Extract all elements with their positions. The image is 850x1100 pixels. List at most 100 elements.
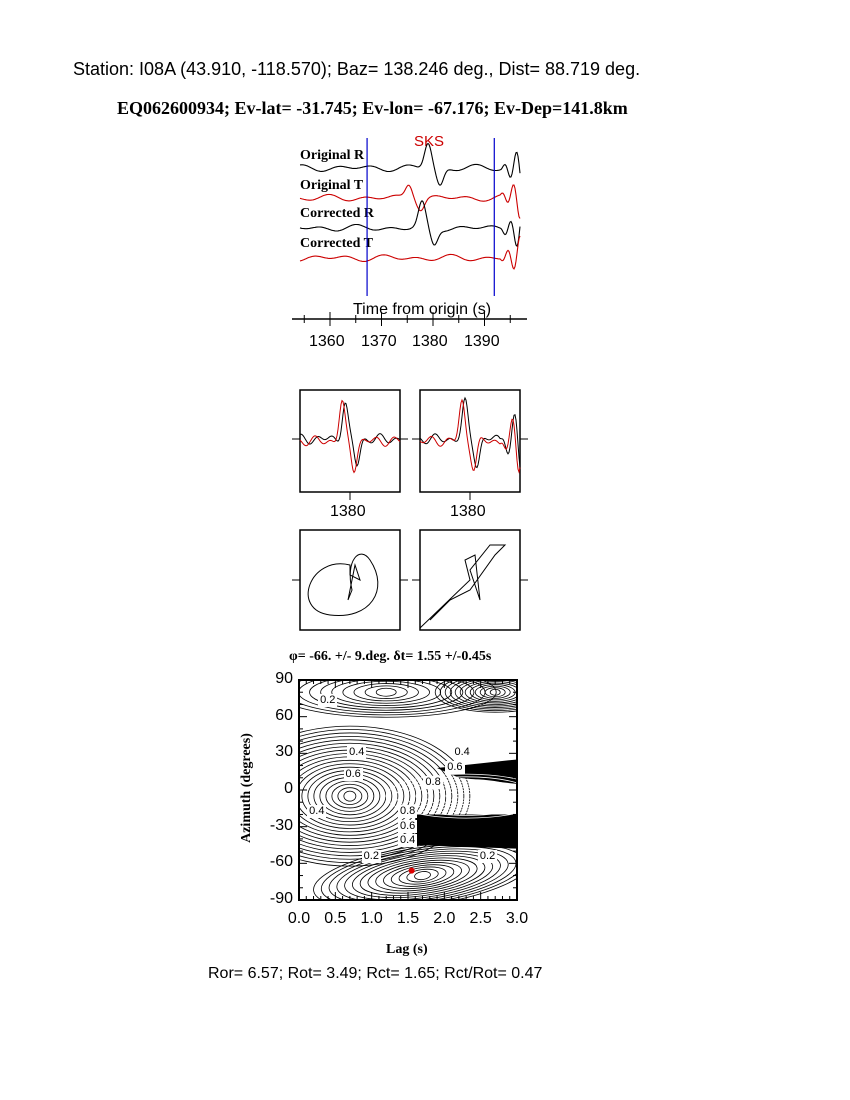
contour-line	[406, 868, 439, 883]
waveform-original-t	[299, 184, 521, 219]
contour-label: 0.8	[423, 775, 443, 789]
contour-line	[320, 680, 453, 709]
contour-line	[344, 850, 501, 900]
contour-line	[414, 871, 431, 881]
contour-label: 0.2	[318, 693, 338, 707]
overlay-trace-black-corrected	[419, 396, 521, 469]
ratio-line: Ror= 6.57; Rot= 3.49; Rct= 1.65; Rct/Rot…	[208, 965, 543, 982]
waveform-corrected-r	[299, 200, 521, 248]
time-tick-1390: 1390	[464, 333, 500, 350]
contour-line	[454, 680, 517, 707]
contour-line	[375, 687, 397, 697]
contour-line	[343, 790, 357, 802]
series-label-corrected-r: Corrected R	[300, 206, 374, 221]
contour-line	[328, 846, 517, 900]
contour-line	[395, 776, 517, 816]
y-tick: 90	[275, 670, 293, 687]
overlay-tick-1380-a: 1380	[330, 503, 366, 520]
contour-line	[489, 688, 501, 696]
contour-label: 0.4	[452, 746, 472, 760]
contour-line	[390, 864, 455, 887]
y-tick: 60	[275, 707, 293, 724]
y-tick: -30	[269, 817, 293, 834]
x-axis-label: Lag (s)	[386, 942, 428, 957]
contour-line	[405, 779, 517, 814]
result-title: φ= -66. +/- 9.deg. δt= 1.55 +/-0.45s	[289, 649, 492, 664]
contour-line	[299, 680, 475, 713]
contour-line	[319, 777, 381, 816]
contour-line	[325, 780, 375, 812]
y-tick: 30	[275, 743, 293, 760]
contour-line	[299, 729, 465, 864]
contour-line	[342, 680, 430, 704]
contour-label: 0.6	[445, 761, 465, 774]
contour-line	[455, 792, 477, 800]
contour-line	[299, 763, 405, 829]
time-tick-1370: 1370	[361, 333, 397, 350]
overlay-tick-1380-b: 1380	[450, 503, 486, 520]
contour-line	[434, 680, 517, 713]
contour-line	[425, 784, 507, 808]
contour-label: 0.8	[398, 805, 418, 818]
contour-frame	[298, 679, 518, 901]
contour-line	[351, 853, 494, 899]
contour-line	[331, 783, 369, 809]
contour-line	[331, 680, 442, 706]
contour-line	[299, 725, 471, 867]
contour-line	[359, 855, 486, 896]
contour-line	[435, 787, 497, 805]
contour-label: 0.4	[347, 746, 367, 760]
y-tick: -90	[269, 890, 293, 907]
x-tick: 2.0	[433, 910, 456, 927]
x-tick: 0.5	[324, 910, 347, 927]
contour-label: 0.4	[398, 834, 418, 848]
particle-motion-original	[307, 553, 379, 617]
x-tick: 0.0	[287, 910, 311, 927]
contour-line	[299, 735, 453, 857]
contour-line	[398, 866, 447, 885]
contour-line	[449, 680, 517, 708]
y-tick: -60	[269, 853, 293, 870]
contour-line	[299, 680, 497, 718]
overlay-box-original	[299, 389, 401, 493]
x-tick: 3.0	[505, 910, 529, 927]
series-label-corrected-t: Corrected T	[300, 236, 373, 251]
contour-line	[459, 680, 517, 705]
waveform-original-r	[299, 142, 521, 186]
y-tick: 0	[284, 780, 293, 797]
overlay-trace-red-original	[299, 399, 401, 474]
particle-motion-corrected	[419, 544, 507, 629]
contour-line	[313, 841, 517, 900]
contour-line	[484, 687, 506, 698]
station-line: Station: I08A (43.910, -118.570); Baz= 1…	[73, 59, 641, 79]
contour-label: 0.2	[477, 850, 498, 864]
contour-line	[309, 680, 464, 711]
contour-group	[299, 680, 517, 900]
contour-line	[367, 857, 478, 894]
contour-label: 0.4	[307, 805, 327, 818]
contour-line	[320, 843, 517, 900]
contour-line	[337, 787, 363, 805]
best-fit-marker	[408, 867, 415, 874]
contour-line	[299, 759, 411, 833]
contour-line	[445, 789, 487, 803]
contour-line	[299, 732, 459, 860]
time-tick-1380: 1380	[412, 333, 448, 350]
time-axis-label: Time from origin (s)	[353, 301, 492, 318]
x-tick: 1.0	[360, 910, 383, 927]
contour-line	[439, 680, 517, 712]
contour-line	[385, 773, 517, 819]
overlay-box-corrected	[419, 389, 521, 493]
series-label-original-t: Original T	[300, 178, 364, 193]
x-tick: 1.5	[396, 910, 420, 927]
x-tick: 2.5	[469, 910, 492, 927]
waveform-corrected-t	[299, 235, 521, 270]
contour-line	[383, 862, 462, 890]
overlay-trace-black-original	[299, 402, 401, 467]
contour-label: 0.2	[361, 850, 381, 864]
contour-line	[444, 680, 517, 710]
event-line: EQ062600934; Ev-lat= -31.745; Ev-lon= -6…	[117, 98, 628, 118]
contour-label: 0.6	[398, 819, 418, 833]
contour-line	[479, 685, 511, 699]
